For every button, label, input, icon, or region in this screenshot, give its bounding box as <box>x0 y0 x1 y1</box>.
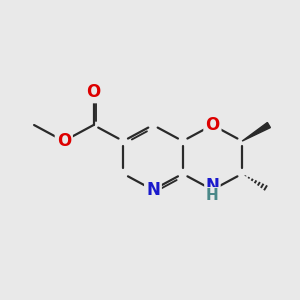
Text: N: N <box>146 181 160 199</box>
Text: O: O <box>86 83 101 101</box>
Text: O: O <box>205 116 220 134</box>
Text: N: N <box>206 177 219 195</box>
Polygon shape <box>242 122 270 141</box>
Text: O: O <box>57 132 71 150</box>
Text: H: H <box>206 188 219 203</box>
